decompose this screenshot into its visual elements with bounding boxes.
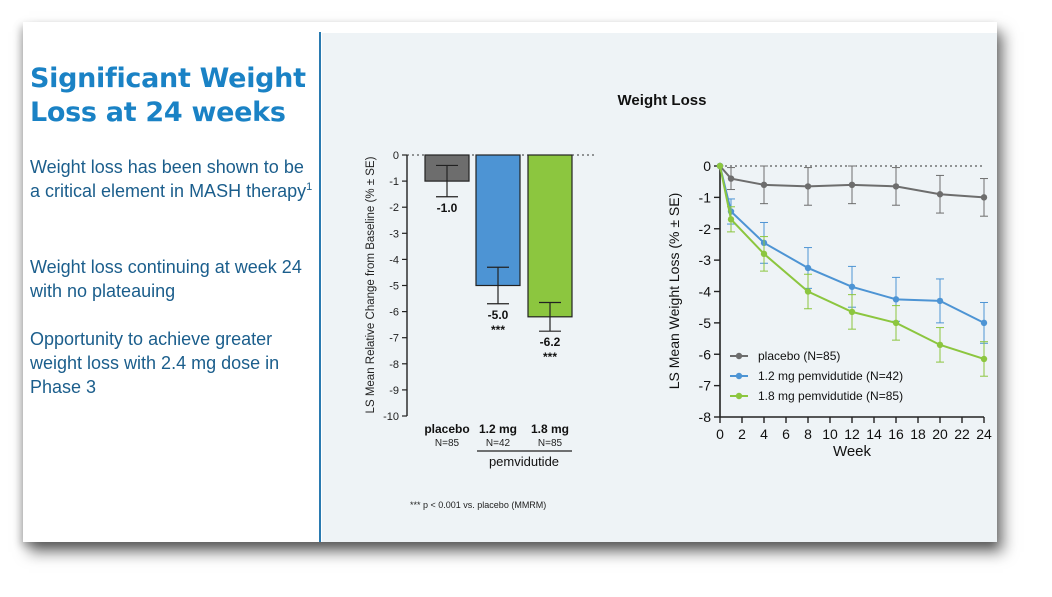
y-tick-label: -2 [389,202,399,214]
bar [475,154,521,287]
y-tick-label: -9 [389,385,399,397]
y-tick-label: -10 [383,411,399,423]
data-label: -5.0 [488,308,509,322]
data-point [804,264,812,272]
y-tick-label: -5 [389,281,399,293]
y-tick-label: -4 [699,284,712,300]
bar [527,154,573,318]
category-label: 1.2 mg [479,422,517,436]
x-tick-label: 16 [888,426,904,442]
data-point [804,183,812,190]
category-label: 1.8 mg [531,422,569,436]
headline-line-2: Loss at 24 weeks [30,97,286,128]
x-axis-label: Week [833,443,872,460]
x-tick-label: 18 [910,426,926,442]
significance-label: *** [491,323,505,337]
data-point [892,183,900,190]
y-tick-label: -6 [389,307,399,319]
figure-title: Weight Loss [618,92,707,109]
y-tick-label: -1 [389,176,399,188]
slide: Significant Weight Loss at 24 weeks Weig… [23,22,997,542]
x-tick-label: 14 [866,426,882,442]
bullet-critical-element: Weight loss has been shown to be a criti… [30,155,315,203]
x-tick-label: 4 [760,426,768,442]
data-point [892,319,900,327]
y-tick-label: -1 [699,189,712,205]
group-label: pemvidutide [489,454,559,469]
data-point [936,297,944,305]
bullet-3-text: Opportunity to achieve greater weight lo… [30,329,280,397]
y-tick-label: -7 [699,378,712,394]
category-sublabel: N=85 [435,438,460,449]
data-point [936,191,944,198]
x-tick-label: 22 [954,426,970,442]
y-tick-label: -4 [389,254,399,266]
x-tick-label: 2 [738,426,746,442]
data-point [727,175,735,182]
bullet-1-text: Weight loss has been shown to be a criti… [30,157,307,201]
data-point [804,288,812,295]
right-panel: Weight Loss 0 -1 -2 -3 -4 -5 -6 -7 -8 -9 -10 LS Mea… [322,33,997,542]
significance-label: *** [543,350,557,364]
legend-entry: placebo (N=85) [758,349,840,363]
data-point [848,283,856,290]
x-tick-label: 10 [822,426,838,442]
y-axis-label: LS Mean Relative Change from Baseline (%… [365,156,377,413]
series-line [719,165,985,199]
legend-swatch-marker [735,372,743,380]
y-tick-label: -8 [699,409,712,425]
data-point [760,181,768,189]
footnote-marker: 1 [306,181,313,193]
y-tick-label: -2 [699,221,712,237]
x-tick-label: 12 [844,426,860,442]
legend-swatch-marker [735,352,743,360]
x-tick-label: 6 [782,426,790,442]
data-point [848,181,856,189]
legend-swatch-marker [735,392,743,400]
y-tick-label: 0 [703,158,711,174]
y-tick-label: -6 [699,346,712,362]
y-tick-label: -8 [389,359,399,371]
data-point [716,162,724,170]
data-point [980,319,988,327]
data-point [848,308,856,316]
x-tick-label: 20 [932,426,948,442]
bullet-higher-dose: Opportunity to achieve greater weight lo… [30,327,315,399]
data-label: -6.2 [540,335,561,349]
bullet-no-plateauing: Weight loss continuing at week 24 with n… [30,255,315,303]
data-point [936,341,944,349]
category-sublabel: N=42 [486,438,511,449]
y-tick-label: -5 [699,315,712,331]
data-label: -1.0 [437,201,458,215]
category-sublabel: N=85 [538,438,563,449]
data-point [980,194,988,201]
series-line [719,165,985,324]
y-tick-label: -3 [389,228,399,240]
panel-divider [319,32,321,542]
data-point [727,216,735,223]
headline-line-1: Significant Weight [30,63,306,94]
left-panel: Significant Weight Loss at 24 weeks Weig… [23,22,319,542]
data-point [892,296,900,303]
footnote: *** p < 0.001 vs. placebo (MMRM) [410,500,546,510]
x-tick-label: 24 [976,426,992,442]
y-tick-label: -7 [389,333,399,345]
bar-chart: 0 -1 -2 -3 -4 -5 -6 -7 -8 -9 -10 LS Mean Relative C… [365,150,594,510]
data-point [760,250,768,258]
series-line [719,165,985,360]
x-tick-label: 8 [804,426,812,442]
legend-entry: 1.8 mg pemvidutide (N=85) [758,389,903,403]
legend-entry: 1.2 mg pemvidutide (N=42) [758,369,903,383]
data-point [980,355,988,363]
bullet-2-text: Weight loss continuing at week 24 with n… [30,257,302,301]
x-tick-label: 0 [716,426,724,442]
headline: Significant Weight Loss at 24 weeks [30,62,315,130]
y-tick-label: 0 [393,150,399,162]
y-axis-label: LS Mean Weight Loss (% ± SE) [666,193,682,390]
category-label: placebo [424,422,469,436]
y-tick-label: -3 [699,252,712,268]
line-chart: 0-1-2-3-4-5-6-7-80 2 4 6 8 10 12 14 16 18 20 22 24We… [666,158,992,460]
